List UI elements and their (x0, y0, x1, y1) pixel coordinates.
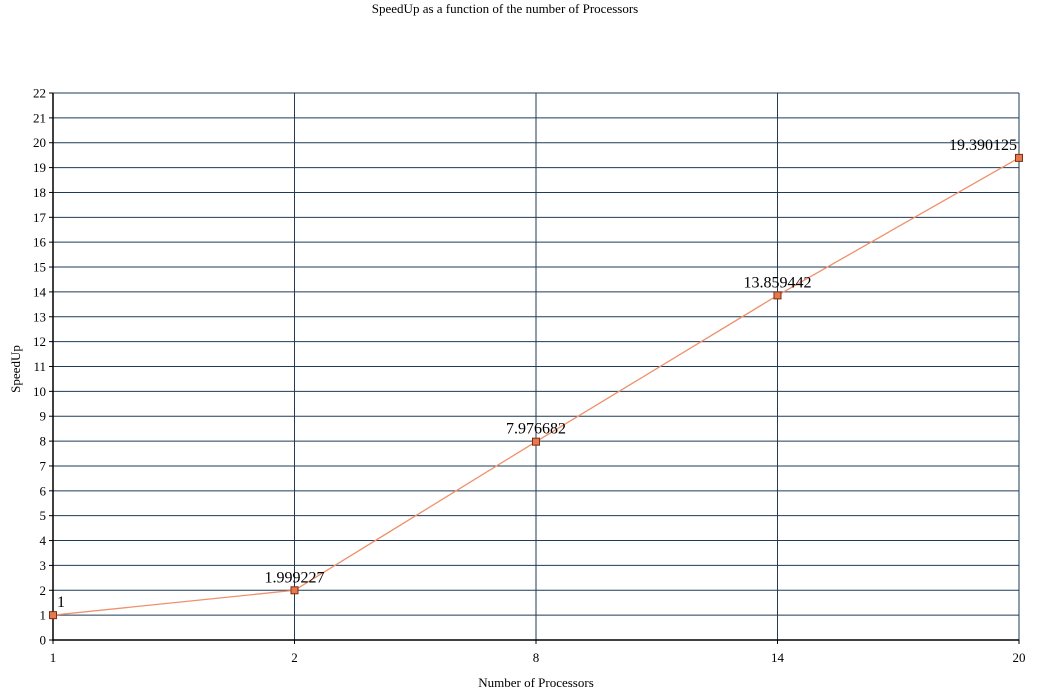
x-tick-label: 2 (291, 650, 298, 665)
data-point-marker (49, 611, 57, 620)
x-tick-label: 20 (1013, 650, 1026, 665)
y-tick-label: 10 (33, 384, 46, 399)
y-tick-label: 16 (33, 235, 47, 250)
y-tick-label: 4 (40, 533, 47, 548)
y-tick-label: 1 (40, 608, 47, 623)
data-labels: 1 1.999227 7.976682 13.859442 19.390125 (57, 137, 1017, 611)
y-tick-label: 5 (40, 508, 47, 523)
data-label: 1.999227 (265, 569, 325, 586)
data-point-marker (290, 586, 299, 595)
y-tick-label: 13 (33, 309, 46, 324)
y-tick-label: 14 (33, 284, 47, 299)
axes (49, 92, 1020, 644)
y-tick-label: 7 (40, 458, 47, 473)
y-tick-label: 21 (33, 110, 46, 125)
x-tick-label: 14 (771, 650, 785, 665)
y-tick-label: 19 (33, 160, 46, 175)
data-point-marker (532, 437, 540, 446)
data-markers (49, 153, 1023, 620)
y-tick-label: 11 (33, 359, 46, 374)
data-label: 7.976682 (506, 421, 566, 438)
x-axis-label: Number of Processors (478, 675, 594, 690)
y-tick-label: 17 (33, 210, 47, 225)
x-tick-label: 8 (533, 650, 540, 665)
y-tick-label: 3 (40, 558, 47, 573)
data-label: 1 (57, 594, 65, 611)
y-tick-label: 12 (33, 334, 46, 349)
data-label: 19.390125 (949, 137, 1017, 154)
y-tick-label: 22 (33, 86, 46, 101)
y-tick-label: 18 (33, 185, 46, 200)
data-point-marker (773, 291, 782, 300)
data-point-marker (1015, 153, 1023, 162)
x-tick-labels: 1 2 8 14 20 (50, 650, 1026, 665)
grid-lines (52, 92, 1020, 641)
y-tick-label: 0 (40, 633, 47, 648)
y-tick-label: 6 (40, 483, 47, 498)
y-axis-label: SpeedUp (8, 345, 23, 393)
y-tick-label: 8 (40, 434, 47, 449)
y-tick-label: 20 (33, 135, 46, 150)
data-label: 13.859442 (744, 274, 812, 291)
chart-title: SpeedUp as a function of the number of P… (372, 1, 638, 16)
y-tick-label: 15 (33, 260, 46, 275)
y-tick-label: 2 (40, 583, 47, 598)
y-tick-label: 9 (40, 409, 47, 424)
x-tick-label: 1 (50, 650, 57, 665)
